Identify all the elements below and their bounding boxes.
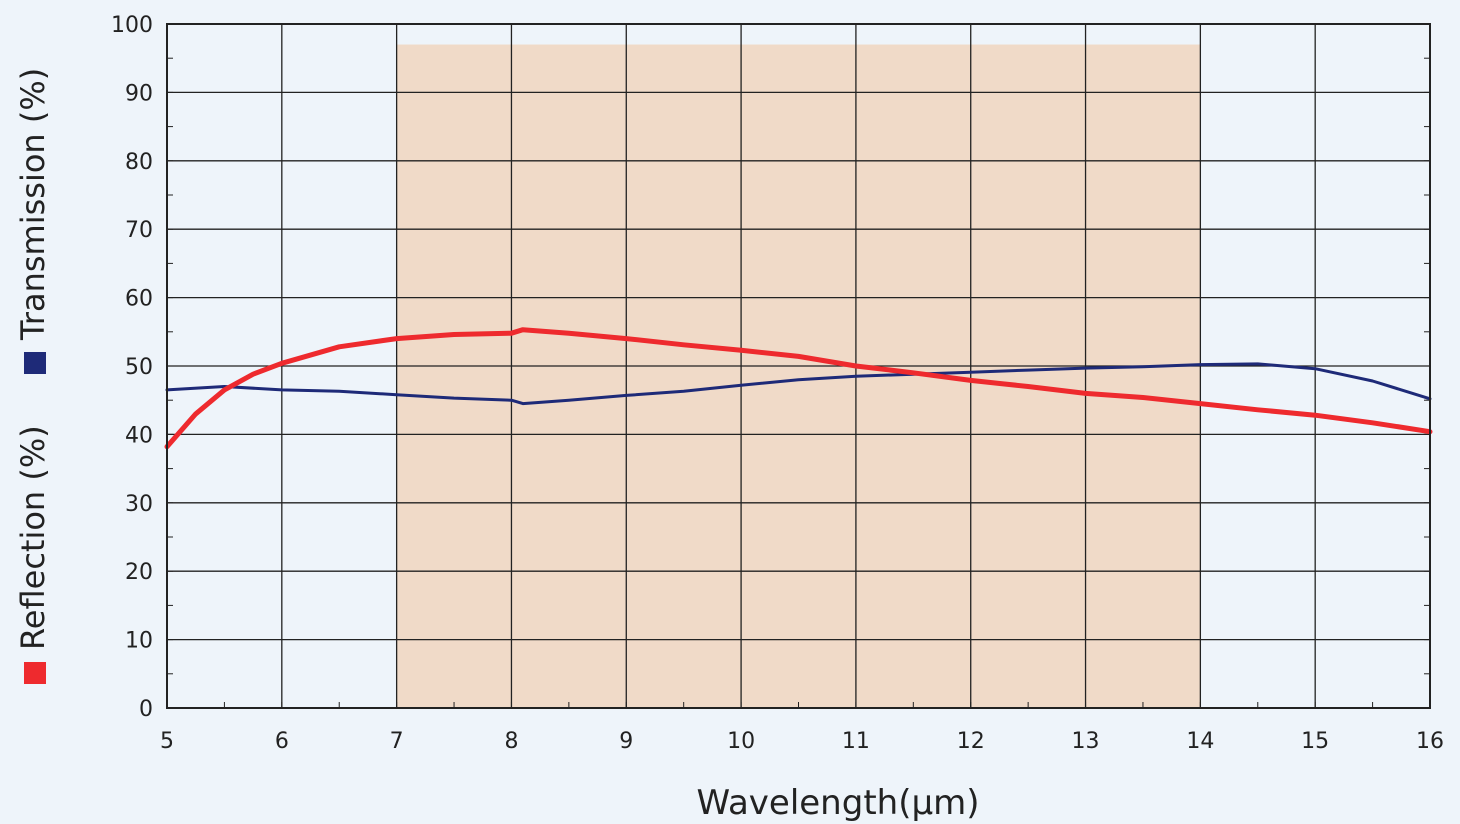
x-tick-label: 6 (275, 729, 289, 754)
legend-label-transmission: Transmission (%) (14, 68, 52, 341)
legend-swatch-transmission (24, 352, 46, 374)
series-layer (164, 327, 1433, 450)
x-tick-label: 15 (1301, 729, 1329, 754)
x-tick-label: 5 (160, 729, 174, 754)
x-tick-label: 12 (957, 729, 985, 754)
x-tick-label: 7 (390, 729, 404, 754)
highlight-band-layer (396, 44, 1201, 708)
y-tick-label: 90 (125, 81, 153, 106)
x-tick-label: 13 (1072, 729, 1100, 754)
y-tick-label: 10 (125, 629, 153, 654)
x-tick-label: 11 (842, 729, 870, 754)
legend-label-reflection: Reflection (%) (14, 425, 52, 650)
y-tick-label: 60 (125, 287, 153, 312)
y-tick-label: 80 (125, 150, 153, 175)
y-tick-label: 20 (125, 560, 153, 585)
frame-layer (166, 23, 1431, 709)
y-tick-label: 40 (125, 423, 153, 448)
y-tick-label: 0 (139, 697, 153, 722)
highlight-band (396, 44, 1201, 708)
x-tick-label: 14 (1186, 729, 1214, 754)
plot-frame (166, 23, 1431, 709)
x-tick-label: 16 (1416, 729, 1444, 754)
y-tick-label: 100 (111, 13, 153, 38)
series-line-transmission (165, 362, 1432, 406)
x-tick-label: 9 (619, 729, 633, 754)
x-tick-label: 10 (727, 729, 755, 754)
series-line-reflection (164, 327, 1433, 450)
x-axis-title: Wavelength(μm) (697, 783, 980, 823)
x-tick-label: 8 (504, 729, 518, 754)
legend: Reflection (%) Transmission (%) (14, 68, 52, 684)
y-tick-label: 50 (125, 355, 153, 380)
y-tick-label: 30 (125, 492, 153, 517)
y-tick-label: 70 (125, 218, 153, 243)
tick-label-layer: 5 6 7 8 9 10 11 12 13 14 15 16 0 10 20 30 40 50 60 70 80 90 10… (111, 13, 1444, 754)
legend-swatch-reflection (24, 662, 46, 684)
